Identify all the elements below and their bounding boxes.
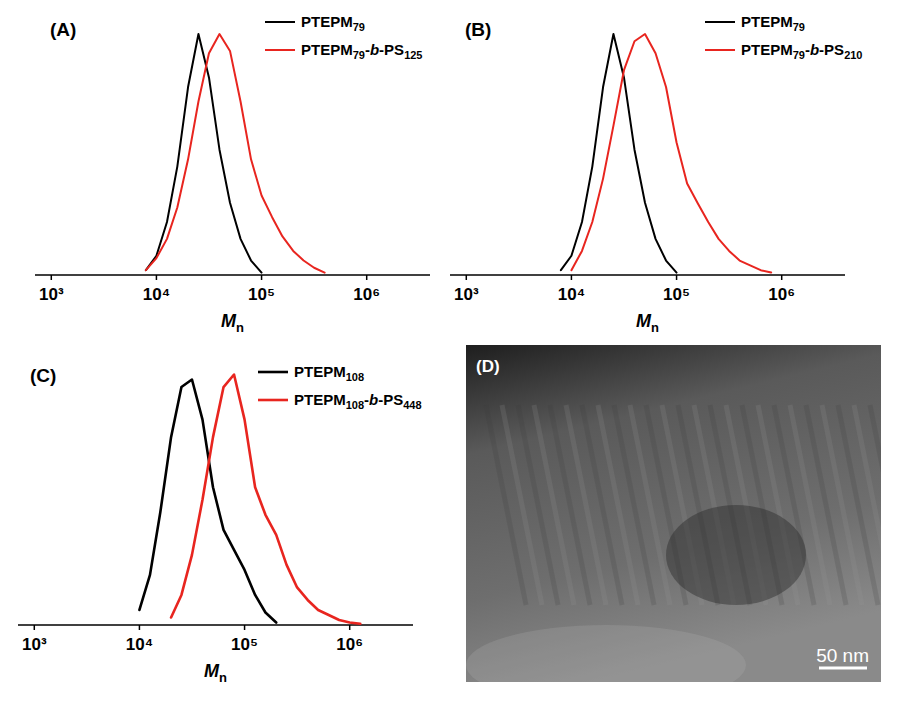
panel: 10³10⁴10⁵10⁶MnPTEPM79PTEPM79-b-PS210(B) bbox=[450, 13, 862, 335]
x-tick-label: 10³ bbox=[39, 285, 64, 304]
x-tick bbox=[466, 275, 468, 280]
legend-swatch bbox=[705, 21, 735, 23]
panel: 10³10⁴10⁵10⁶MnPTEPM79PTEPM79-b-PS125(A) bbox=[35, 13, 430, 335]
x-tick bbox=[349, 625, 351, 630]
x-axis-title: Mn bbox=[636, 311, 659, 335]
x-tick-label: 10⁴ bbox=[143, 285, 170, 304]
legend-swatch bbox=[265, 21, 295, 23]
panel-label: (C) bbox=[30, 365, 56, 386]
text-part: M bbox=[636, 311, 652, 331]
x-axis bbox=[35, 274, 430, 276]
x-tick-label: 10⁶ bbox=[353, 285, 380, 304]
panel-label: (B) bbox=[465, 19, 491, 40]
series-line bbox=[146, 34, 262, 273]
figure: 10³10⁴10⁵10⁶MnPTEPM79PTEPM79-b-PS125(A)1… bbox=[0, 0, 906, 702]
text-part: 108 bbox=[346, 371, 364, 383]
scale-bar-label: 50 nm bbox=[816, 645, 869, 666]
x-tick-label: 10³ bbox=[454, 285, 479, 304]
x-tick-label: 10⁶ bbox=[768, 285, 795, 304]
series-line bbox=[171, 375, 360, 624]
text-part: PTEPM bbox=[301, 13, 353, 30]
series-line bbox=[571, 34, 771, 273]
text-part: n bbox=[219, 670, 227, 685]
legend-label: PTEPM79-b-PS210 bbox=[741, 41, 862, 61]
scale-bar bbox=[819, 667, 867, 670]
text-part: 108 bbox=[346, 399, 364, 411]
legend-label: PTEPM108-b-PS448 bbox=[294, 391, 422, 411]
x-tick-label: 10³ bbox=[22, 635, 47, 654]
series-line bbox=[139, 380, 276, 623]
text-part: b bbox=[369, 391, 378, 408]
text-part: PTEPM bbox=[301, 41, 353, 58]
text-part: PS bbox=[383, 391, 403, 408]
texture-dark bbox=[666, 505, 806, 605]
x-tick-label: 10⁴ bbox=[558, 285, 585, 304]
legend-swatch bbox=[705, 49, 735, 51]
x-tick bbox=[366, 275, 368, 280]
x-tick-label: 10⁴ bbox=[126, 635, 153, 654]
text-part: n bbox=[236, 320, 244, 335]
text-part: PTEPM bbox=[741, 41, 793, 58]
series-line bbox=[146, 34, 325, 273]
text-part: 79 bbox=[793, 21, 805, 33]
plot-area bbox=[561, 34, 771, 273]
texture-light bbox=[466, 625, 746, 682]
x-tick bbox=[261, 275, 263, 280]
x-tick-label: 10⁵ bbox=[231, 635, 258, 654]
legend-label: PTEPM79-b-PS125 bbox=[301, 41, 422, 61]
x-tick bbox=[139, 625, 141, 630]
text-part: PTEPM bbox=[741, 13, 793, 30]
text-part: n bbox=[651, 320, 659, 335]
text-part: M bbox=[204, 661, 220, 681]
x-tick bbox=[676, 275, 678, 280]
image-panel: (D) 50 nm bbox=[466, 345, 906, 702]
legend-swatch bbox=[258, 371, 288, 374]
x-tick-label: 10⁵ bbox=[663, 285, 690, 304]
panel-label: (D) bbox=[476, 357, 500, 376]
text-part: PTEPM bbox=[294, 391, 346, 408]
legend-swatch bbox=[258, 399, 288, 402]
text-part: b bbox=[370, 41, 379, 58]
text-part: PS bbox=[824, 41, 844, 58]
legend-swatch bbox=[265, 49, 295, 51]
text-part: 79 bbox=[793, 49, 805, 61]
x-tick bbox=[51, 275, 53, 280]
panel: 10³10⁴10⁵10⁶MnPTEPM108PTEPM108-b-PS448(C… bbox=[18, 363, 422, 685]
text-part: PTEPM bbox=[294, 363, 346, 380]
text-part: M bbox=[221, 311, 237, 331]
text-part: 448 bbox=[403, 399, 421, 411]
x-tick-label: 10⁵ bbox=[248, 285, 275, 304]
text-part: 79 bbox=[353, 49, 365, 61]
text-part: 210 bbox=[844, 49, 862, 61]
x-axis-title: Mn bbox=[204, 661, 227, 685]
x-axis bbox=[18, 624, 413, 626]
legend-label: PTEPM79 bbox=[741, 13, 805, 33]
texture-stripe bbox=[870, 405, 881, 605]
x-tick bbox=[156, 275, 158, 280]
plot-area bbox=[139, 375, 360, 624]
plot-area bbox=[146, 34, 325, 273]
text-part: 79 bbox=[353, 21, 365, 33]
legend-label: PTEPM108 bbox=[294, 363, 364, 383]
series-line bbox=[561, 34, 677, 273]
x-axis-title: Mn bbox=[221, 311, 244, 335]
x-tick bbox=[571, 275, 573, 280]
text-part: PS bbox=[384, 41, 404, 58]
x-tick bbox=[244, 625, 246, 630]
x-tick bbox=[34, 625, 36, 630]
text-part: 125 bbox=[404, 49, 422, 61]
text-part: b bbox=[810, 41, 819, 58]
legend-label: PTEPM79 bbox=[301, 13, 365, 33]
x-tick bbox=[781, 275, 783, 280]
panel-label: (A) bbox=[50, 19, 76, 40]
x-axis bbox=[450, 274, 845, 276]
micrograph bbox=[466, 345, 881, 682]
x-tick-label: 10⁶ bbox=[336, 635, 363, 654]
